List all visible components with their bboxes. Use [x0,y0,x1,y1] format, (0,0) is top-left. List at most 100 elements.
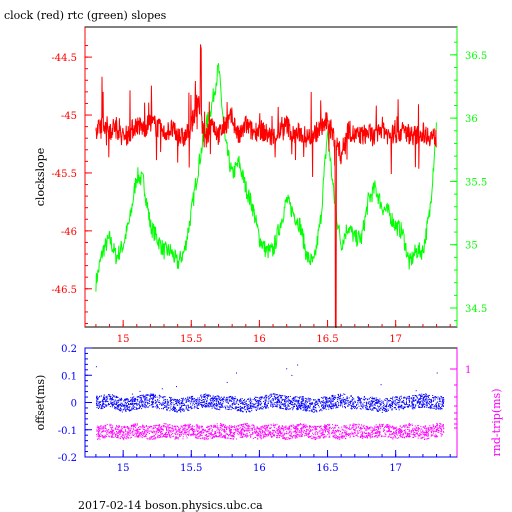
round-trip-point [111,429,113,431]
offset-point [122,409,124,411]
offset-point [297,407,298,409]
round-trip-point [224,431,226,432]
offset-point [141,400,143,402]
round-trip-point [282,437,284,439]
round-trip-point [149,437,151,439]
offset-point [371,405,372,407]
round-trip-point [134,426,136,428]
offset-point [284,395,286,397]
round-trip-point [400,433,402,435]
round-trip-point [144,426,146,428]
offset-point [96,401,98,403]
offset-point [401,404,403,406]
offset-point [145,405,147,407]
round-trip-point [334,437,336,439]
offset-point [413,397,415,399]
round-trip-point [341,435,342,437]
round-trip-point [216,426,218,428]
offset-point [271,403,273,405]
round-trip-point [113,433,115,435]
round-trip-point [216,429,218,431]
offset-point [411,404,413,406]
offset-point [417,402,419,403]
offset-point [411,401,413,403]
offset-point [227,403,229,404]
round-trip-point [285,425,287,427]
offset-point [435,396,437,398]
round-trip-point [132,428,134,430]
offset-point [432,397,434,399]
round-trip-point [355,435,357,437]
round-trip-point [383,430,385,431]
round-trip-point [333,435,335,437]
offset-point [246,404,248,406]
offset-point [106,401,108,403]
round-trip-point [123,432,125,434]
offset-point [267,400,269,402]
round-trip-point [143,434,145,435]
round-trip-point [255,429,257,431]
round-trip-point [362,431,363,433]
round-trip-point [260,436,262,438]
offset-point [101,400,103,402]
round-trip-point [169,434,171,436]
round-trip-point [240,425,242,426]
offset-point [140,397,142,398]
offset-point [282,399,284,401]
offset-point [366,405,368,407]
offset-point [337,400,339,402]
round-trip-point [381,424,383,426]
round-trip-point [353,426,355,428]
round-trip-point [251,430,253,432]
offset-point [212,406,214,408]
round-trip-point [186,429,188,431]
offset-point [132,397,134,399]
round-trip-point [194,434,196,436]
round-trip-point [163,426,165,428]
round-trip-point [273,435,275,437]
round-trip-point [237,429,239,431]
round-trip-point [240,424,242,426]
offset-point [111,405,113,407]
offset-point [153,395,155,397]
offset-point [339,395,341,397]
offset-point [299,405,301,407]
offset-point [166,408,168,410]
offset-point [403,402,405,404]
round-trip-point [409,435,411,437]
round-trip-point [404,424,406,426]
round-trip-point [160,429,162,431]
offset-point [436,406,438,408]
offset-point [181,408,183,410]
offset-point [251,401,253,403]
offset-point [383,405,384,407]
offset-point [276,394,277,396]
offset-point [225,407,227,408]
offset-point [425,394,427,396]
round-trip-point [425,431,427,433]
round-trip-point [218,429,220,431]
offset-point [152,401,154,402]
offset-point [156,400,158,402]
round-trip-point [276,435,278,437]
offset-point [138,396,140,398]
offset-point [329,398,331,400]
offset-point [351,399,353,401]
offset-point [140,405,142,407]
round-trip-point [251,424,253,426]
offset-point [303,396,304,398]
offset-point [308,405,309,407]
round-trip-point [214,433,215,435]
round-trip-point [296,433,298,435]
round-trip-point [332,427,334,428]
offset-point [165,405,167,407]
offset-point [301,406,303,408]
offset-point [143,406,145,408]
round-trip-point [430,427,432,429]
round-trip-point [163,425,165,427]
offset-point [332,395,334,397]
offset-point [386,410,388,412]
round-trip-point [290,437,292,439]
offset-point [269,395,271,397]
offset-point [389,400,391,402]
